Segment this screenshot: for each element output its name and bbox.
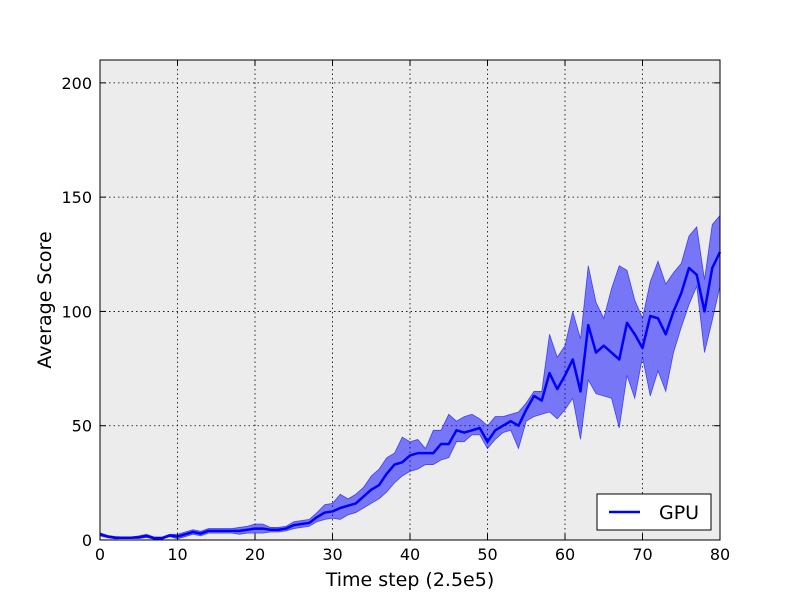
x-axis-title: Time step (2.5e5) bbox=[325, 569, 495, 591]
x-tick-label: 20 bbox=[245, 545, 265, 564]
x-tick-label: 30 bbox=[322, 545, 342, 564]
legend: GPU bbox=[596, 493, 712, 531]
y-axis-title: Average Score bbox=[34, 231, 56, 368]
x-tick-label: 50 bbox=[477, 545, 497, 564]
x-tick-label: 70 bbox=[632, 545, 652, 564]
x-tick-label: 60 bbox=[555, 545, 575, 564]
plot-area: 0 10 20 30 40 50 60 70 80 0 50 100 150 200 bbox=[61, 59, 730, 564]
y-tick-label: 50 bbox=[72, 417, 92, 436]
legend-label: GPU bbox=[659, 502, 699, 524]
x-tick-label: 10 bbox=[167, 545, 187, 564]
x-tick-label: 0 bbox=[95, 545, 105, 564]
y-tick-label: 0 bbox=[82, 531, 92, 550]
series-line bbox=[99, 251, 722, 540]
x-tick-label: 40 bbox=[400, 545, 420, 564]
y-tick-label: 200 bbox=[61, 74, 92, 93]
x-tick-label: 80 bbox=[710, 545, 730, 564]
y-tick-label: 100 bbox=[61, 302, 92, 321]
y-tick-label: 150 bbox=[61, 188, 92, 207]
